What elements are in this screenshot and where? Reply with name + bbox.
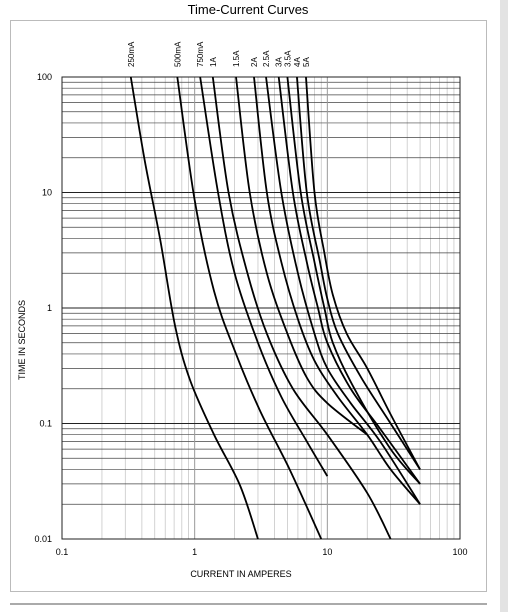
curve-label: 3.5A xyxy=(283,50,292,67)
plot-border xyxy=(61,76,461,540)
curve xyxy=(286,76,421,485)
frame xyxy=(10,20,487,592)
curve-label: 1.5A xyxy=(232,50,241,67)
x-tick-label: 10 xyxy=(322,547,332,557)
curve-label: 4A xyxy=(293,57,302,67)
curve xyxy=(265,76,421,505)
curve xyxy=(296,76,421,470)
y-tick-label: 100 xyxy=(37,72,52,82)
curve xyxy=(305,76,421,470)
y-tick-label: 1 xyxy=(47,303,52,313)
curves xyxy=(129,76,421,540)
curve-label: 250mA xyxy=(127,41,136,67)
curve-label: 3A xyxy=(275,57,284,67)
curve xyxy=(253,76,421,505)
x-tick-label: 100 xyxy=(452,547,467,557)
curve xyxy=(211,76,392,540)
curve xyxy=(235,76,368,436)
curve-label: 750mA xyxy=(196,41,205,67)
y-axis-label: TIME IN SECONDS xyxy=(17,300,27,380)
curve xyxy=(199,76,329,477)
x-axis-label: CURRENT IN AMPERES xyxy=(190,569,291,579)
curve-label: 2.5A xyxy=(262,50,271,67)
curve-label: 1A xyxy=(209,57,218,67)
y-tick-label: 0.1 xyxy=(39,419,52,429)
curve xyxy=(277,76,421,485)
side-bar xyxy=(500,0,508,612)
chart-title: Time-Current Curves xyxy=(188,2,309,17)
y-tick-label: 0.01 xyxy=(34,534,52,544)
curve xyxy=(176,76,323,540)
y-tick-label: 10 xyxy=(42,188,52,198)
curve-label: 2A xyxy=(250,57,259,67)
x-tick-label: 1 xyxy=(192,547,197,557)
curve-label: 5A xyxy=(302,57,311,67)
curve-label: 500mA xyxy=(173,41,182,67)
x-tick-label: 0.1 xyxy=(56,547,69,557)
curve xyxy=(129,76,259,540)
